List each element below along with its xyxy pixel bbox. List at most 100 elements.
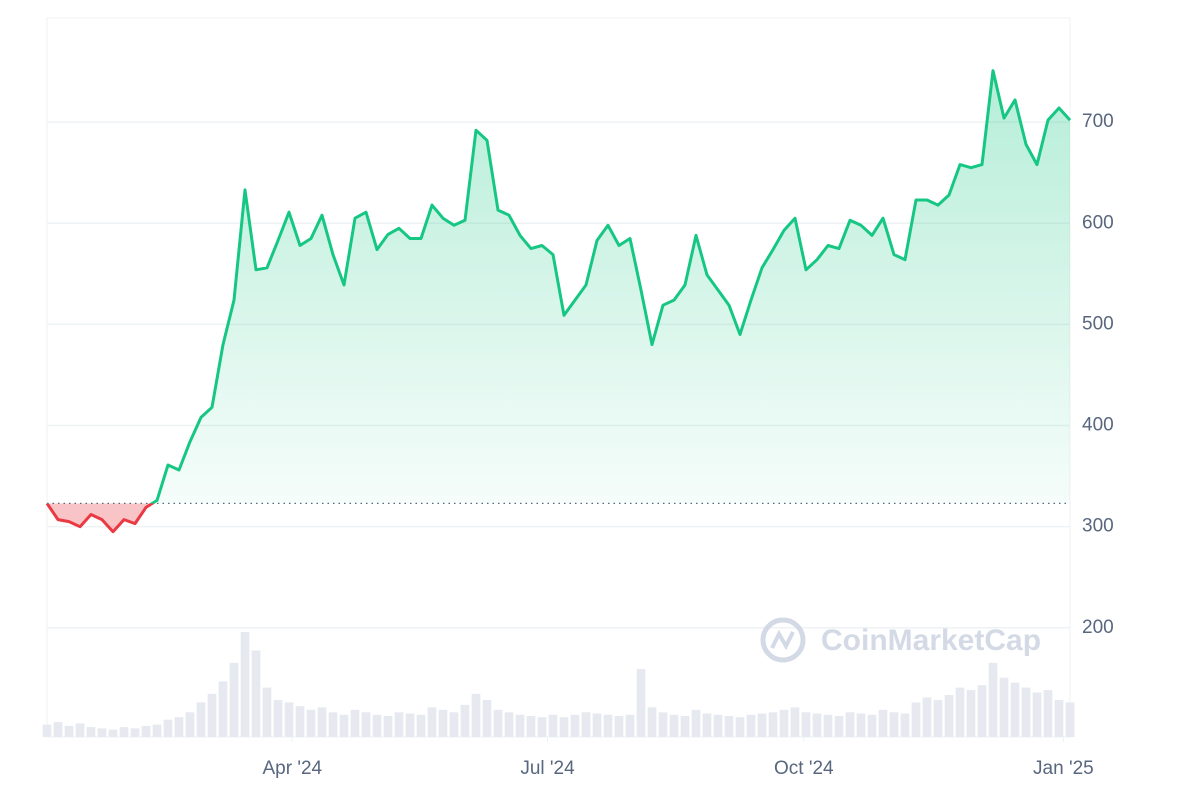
volume-bar [460, 704, 470, 737]
price-line [45, 69, 1072, 534]
volume-bar [911, 702, 921, 737]
volume-bar [240, 632, 250, 737]
volume-bar [801, 712, 811, 737]
volume-bar [768, 712, 778, 737]
volume-bar [955, 687, 965, 737]
volume-bar [306, 709, 316, 737]
volume-bar [526, 716, 536, 737]
volume-bar [900, 713, 910, 737]
volume-bar [658, 712, 668, 737]
y-tick-label: 400 [1082, 415, 1114, 436]
volume-bar [834, 716, 844, 737]
volume-bar [1010, 682, 1020, 737]
volume-bar [339, 714, 349, 737]
volume-bar [372, 714, 382, 737]
y-tick-label: 200 [1082, 617, 1114, 638]
volume-bar [75, 723, 85, 737]
y-tick-label: 500 [1082, 313, 1114, 334]
volume-bar [933, 699, 943, 737]
area [47, 70, 1070, 532]
volume-bar [273, 699, 283, 737]
volume-bar [757, 713, 767, 737]
volume-bar [262, 687, 272, 737]
volume-bar [944, 695, 954, 737]
volume-bar [394, 712, 404, 737]
volume-bar [229, 662, 239, 737]
volume-bar [977, 685, 987, 737]
volume-bar [713, 714, 723, 737]
volume-bar [779, 709, 789, 737]
volume-bar [878, 709, 888, 737]
volume-bar [515, 714, 525, 737]
volume-bar [251, 650, 261, 737]
volume-bar [97, 728, 107, 737]
volume-bar [867, 714, 877, 737]
volume-bar [504, 712, 514, 737]
volume-bar [548, 714, 558, 737]
volume-bar [86, 727, 96, 737]
volume-bar [1054, 699, 1064, 737]
volume-bar [724, 716, 734, 737]
volume-bar [691, 709, 701, 737]
volume-bar [130, 728, 140, 737]
volume-bar [427, 707, 437, 737]
x-tick-label: Apr '24 [262, 758, 322, 779]
volume-bar [581, 712, 591, 737]
volume-bar [680, 716, 690, 737]
volume-bar [746, 714, 756, 737]
volume-bar [669, 714, 679, 737]
watermark-text: CoinMarketCap [821, 624, 1041, 657]
volume-bar [966, 690, 976, 737]
volume-bar [845, 712, 855, 737]
volume-bar [328, 712, 338, 737]
x-tick-label: Oct '24 [774, 758, 834, 779]
volume-bar [537, 717, 547, 737]
volume-bar [1065, 702, 1075, 737]
volume-bar [614, 716, 624, 737]
watermark: CoinMarketCap [760, 617, 1041, 663]
volume-bar [570, 714, 580, 737]
y-tick-label: 600 [1082, 212, 1114, 233]
volume-bar [295, 706, 305, 737]
volume-bar [493, 709, 503, 737]
volume-bar [559, 717, 569, 737]
volume-bar [592, 713, 602, 737]
volume-bar [317, 707, 327, 737]
volume-bar [383, 716, 393, 737]
volume-bar [1043, 690, 1053, 737]
volume-bar [625, 714, 635, 737]
volume-bar [812, 713, 822, 737]
volume-bar [53, 722, 63, 737]
volume-bar [174, 717, 184, 737]
volume-bar [405, 713, 415, 737]
volume-bar [152, 724, 162, 737]
volume-bar [1032, 692, 1042, 737]
volume-bar [889, 712, 899, 737]
volume-bar [647, 707, 657, 737]
x-tick-label: Jan '25 [1033, 758, 1094, 779]
watermark-logo [760, 617, 806, 663]
volume-bar [702, 713, 712, 737]
volume-bar [988, 662, 998, 737]
volume-bar [999, 677, 1009, 737]
volume-bar [284, 702, 294, 737]
volume-bar [438, 709, 448, 737]
volume-bar [416, 714, 426, 737]
volume-bar [42, 724, 52, 737]
volume-bar [603, 714, 613, 737]
volume-bar [218, 681, 228, 737]
volume-bar [361, 712, 371, 737]
volume-bar [163, 719, 173, 737]
volume-bar [471, 693, 481, 737]
y-tick-label: 700 [1082, 111, 1114, 132]
volume-bar [350, 709, 360, 737]
volume-bar [141, 725, 151, 737]
volume-bar [482, 699, 492, 737]
volume-bar [196, 702, 206, 737]
volume-bar [1021, 687, 1031, 737]
y-tick-label: 300 [1082, 516, 1114, 537]
volume-bar [119, 727, 129, 737]
x-tick-label: Jul '24 [520, 758, 575, 779]
